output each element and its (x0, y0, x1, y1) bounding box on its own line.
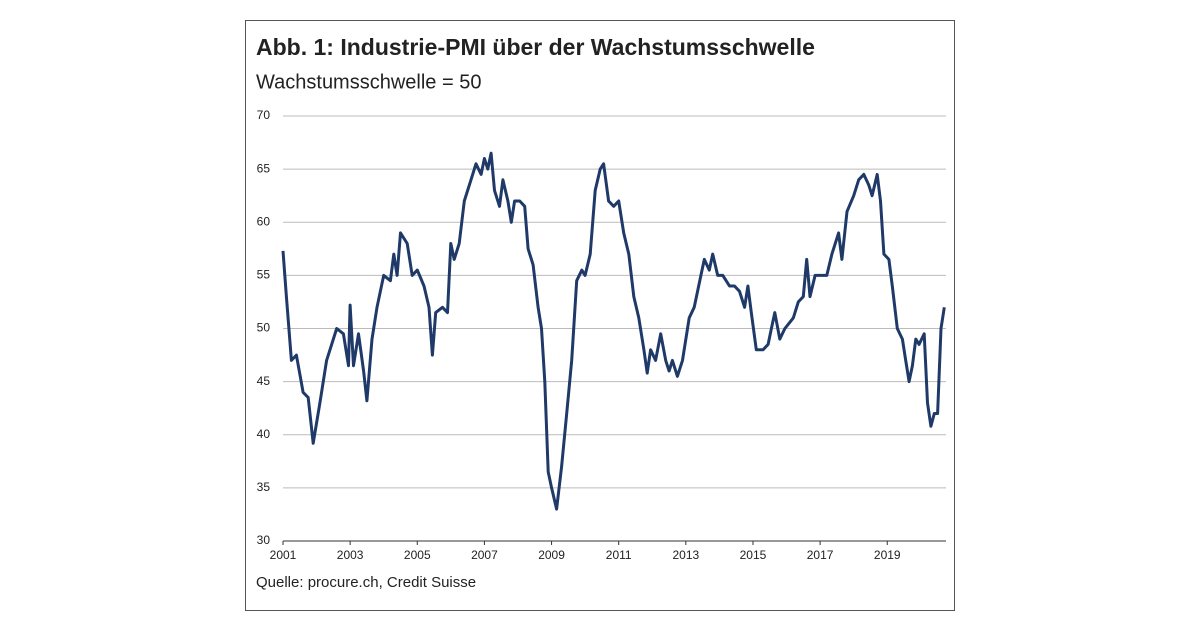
frame (245, 20, 955, 611)
y-tick-label: 40 (257, 427, 271, 441)
source: Quelle: procure.ch, Credit Suisse (256, 574, 476, 591)
x-tick-label: 2007 (471, 548, 498, 562)
x-tick-label: 2013 (672, 548, 699, 562)
y-tick-label: 65 (257, 161, 271, 175)
y-tick-label: 50 (257, 321, 271, 335)
line (281, 151, 946, 511)
y-tick-label: 35 (257, 480, 271, 494)
y-tick-label: 60 (257, 214, 271, 228)
y-tick-label: 45 (257, 374, 271, 388)
chart-subtitle: Wachstumsschwelle = 50 (256, 71, 481, 93)
x-tick-label: 2003 (337, 548, 364, 562)
chart-title: Abb. 1: Industrie-PMI über der Wachstums… (256, 34, 815, 60)
x-tick-label: 2009 (538, 548, 565, 562)
x-tick-label: 2017 (807, 548, 834, 562)
y-tick-label: 30 (257, 533, 271, 547)
x-tick-label: 2015 (740, 548, 767, 562)
y-tick-label: 70 (257, 108, 271, 122)
y-tick-label: 55 (257, 268, 271, 282)
x-tick-label: 2005 (404, 548, 431, 562)
x-tick-label: 2001 (270, 548, 297, 562)
x-tick-label: 2011 (606, 548, 632, 562)
x-tick-label: 2019 (874, 548, 901, 562)
